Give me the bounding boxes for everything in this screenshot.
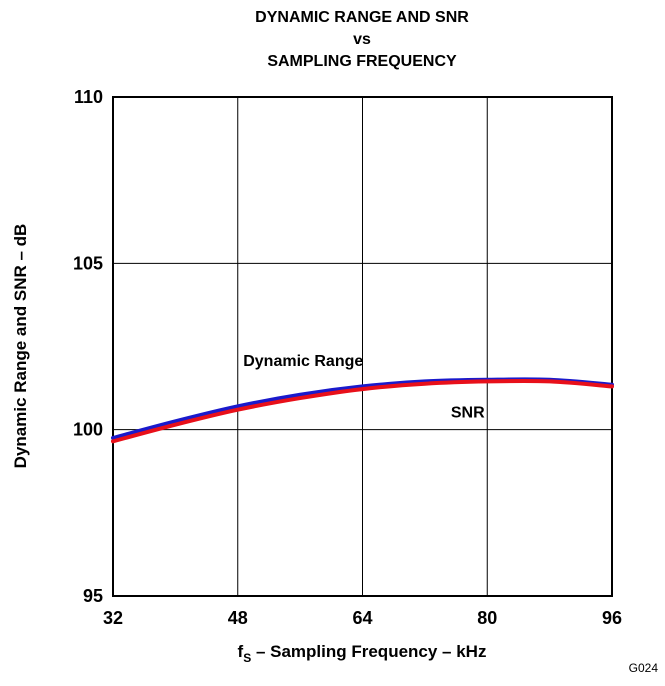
x-tick-label: 48 — [228, 608, 248, 628]
x-axis-label: fS – Sampling Frequency – kHz — [238, 642, 487, 665]
annotation-snr: SNR — [451, 404, 485, 421]
series-line-snr — [111, 378, 614, 444]
annotations: Dynamic Range SNR — [243, 353, 485, 422]
figure-code: G024 — [629, 661, 659, 675]
title-line-3: SAMPLING FREQUENCY — [267, 53, 457, 70]
plot-frame — [112, 96, 613, 597]
grid — [113, 97, 612, 596]
y-tick-label: 110 — [74, 87, 103, 107]
x-tick-label: 80 — [477, 608, 497, 628]
series-lines — [111, 377, 614, 444]
y-tick-label: 100 — [73, 420, 103, 440]
title-line-2: vs — [353, 31, 371, 48]
y-tick-label: 105 — [73, 253, 103, 273]
x-tick-label: 64 — [352, 608, 372, 628]
plot-border — [112, 96, 613, 597]
annotation-dynamic-range: Dynamic Range — [243, 353, 363, 370]
x-tick-labels: 32 48 64 80 96 — [103, 608, 622, 628]
y-tick-labels: 95 100 105 110 — [73, 87, 103, 606]
x-tick-label: 32 — [103, 608, 123, 628]
y-axis-label: Dynamic Range and SNR – dB — [11, 224, 30, 469]
x-axis-label-prefix: f — [238, 642, 244, 661]
x-tick-label: 96 — [602, 608, 622, 628]
y-tick-label: 95 — [83, 586, 103, 606]
x-axis-label-rest: – Sampling Frequency – kHz — [251, 642, 486, 661]
title-line-1: DYNAMIC RANGE AND SNR — [255, 9, 469, 26]
x-axis-label-subscript: S — [243, 651, 251, 665]
chart-title: DYNAMIC RANGE AND SNR vs SAMPLING FREQUE… — [255, 9, 469, 70]
